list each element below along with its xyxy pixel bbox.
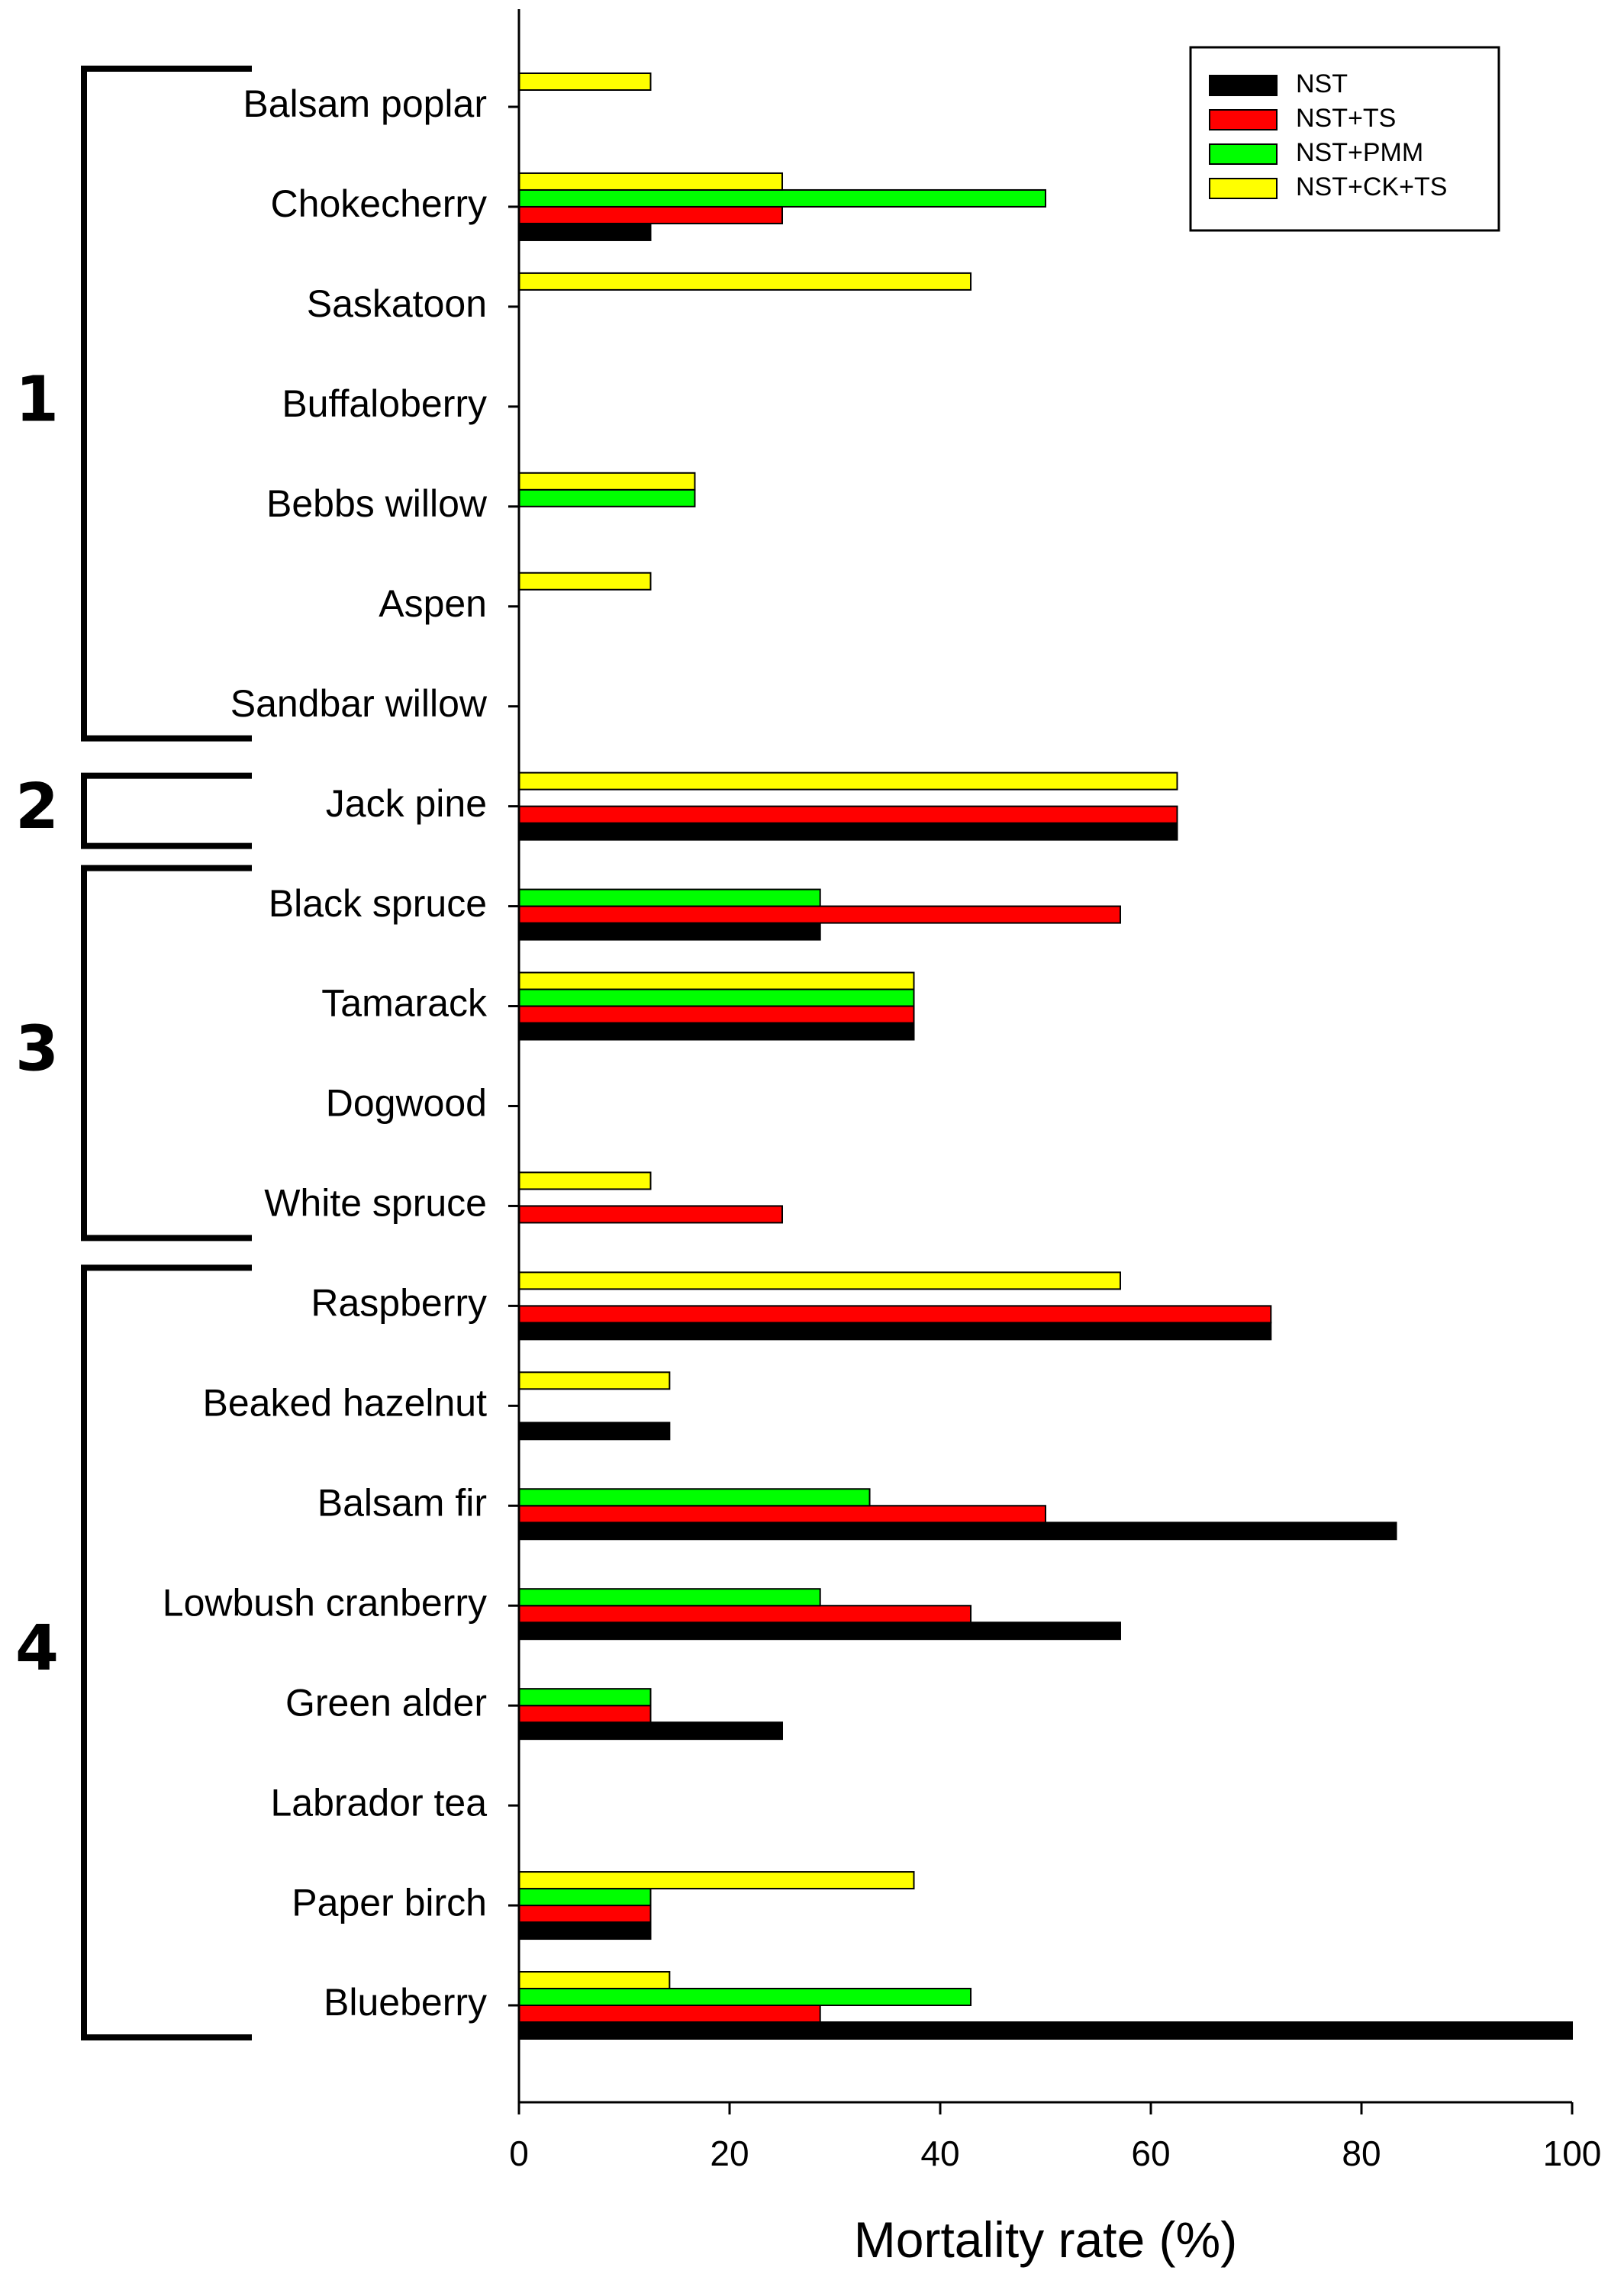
bar-nst-pmm-black-spruce	[518, 888, 821, 907]
x-axis-ticks: 0 20 40 60 80 100	[509, 2102, 1601, 2173]
bar-nst-ck-ts-beaked-hazelnut	[518, 1371, 671, 1390]
bar-nst-pmm-tamarack	[518, 988, 915, 1007]
category-labels: Balsam poplar Chokecherry Saskatoon Buffalo…	[163, 82, 519, 2024]
category-label-chokecherry: Chokecherry	[271, 182, 487, 225]
legend-label-nst-pmm: NST+PMM	[1296, 138, 1423, 167]
bar-nst-ts-black-spruce	[518, 905, 1121, 924]
bar-nst-ck-ts-raspberry	[518, 1271, 1121, 1290]
category-label-black-spruce: Black spruce	[269, 882, 487, 925]
bar-nst-pmm-blueberry	[518, 1988, 972, 2006]
bar-nst-ts-white-spruce	[518, 1205, 783, 1224]
category-label-sandbar-willow: Sandbar willow	[230, 682, 488, 725]
category-label-white-spruce: White spruce	[264, 1182, 487, 1225]
x-tick-label-0: 0	[509, 2134, 529, 2173]
bar-nst-ts-chokecherry	[518, 205, 783, 224]
bar-nst-ck-ts-white-spruce	[518, 1171, 652, 1190]
legend: NST NST+TS NST+PMM NST+CK+TS	[1189, 46, 1500, 232]
x-tick-label-100: 100	[1543, 2134, 1602, 2173]
legend-swatch-nst-pmm	[1209, 143, 1278, 165]
axes	[517, 9, 1572, 2104]
bar-nst-ck-ts-aspen	[518, 572, 652, 591]
legend-swatch-nst-ck-ts	[1209, 178, 1278, 199]
bar-nst-ck-ts-blueberry	[518, 1971, 671, 1989]
legend-label-nst-ck-ts: NST+CK+TS	[1296, 172, 1447, 201]
bar-nst-ts-balsam-fir	[518, 1505, 1046, 1524]
bar-nst-balsam-fir	[518, 1522, 1397, 1541]
legend-label-nst: NST	[1296, 69, 1348, 98]
bar-nst-tamarack	[518, 1022, 915, 1041]
group-bracket-4	[81, 1264, 252, 2040]
category-label-labrador-tea: Labrador tea	[270, 1781, 487, 1824]
bar-nst-ts-raspberry	[518, 1305, 1272, 1324]
bar-nst-ck-ts-paper-birch	[518, 1871, 915, 1890]
group-bracket-3	[81, 865, 252, 1242]
x-tick-label-20: 20	[710, 2134, 749, 2173]
x-axis-title: Mortality rate (%)	[854, 2211, 1237, 2268]
category-label-blueberry: Blueberry	[324, 1981, 487, 2024]
bar-nst-ts-lowbush-cranberry	[518, 1605, 972, 1624]
bar-nst-ck-ts-balsam-poplar	[518, 72, 652, 91]
category-label-beaked-hazelnut: Beaked hazelnut	[202, 1382, 487, 1425]
legend-label-nst-ts: NST+TS	[1296, 104, 1396, 133]
x-tick-label-40: 40	[920, 2134, 959, 2173]
bar-nst-blueberry	[518, 2021, 1573, 2040]
category-label-balsam-poplar: Balsam poplar	[243, 82, 487, 125]
bar-nst-ck-ts-chokecherry	[518, 172, 783, 191]
bar-nst-pmm-chokecherry	[518, 188, 1046, 208]
category-label-paper-birch: Paper birch	[292, 1881, 487, 1924]
category-label-jack-pine: Jack pine	[326, 782, 487, 825]
bar-nst-pmm-bebbs-willow	[518, 488, 696, 507]
x-tick-label-60: 60	[1131, 2134, 1170, 2173]
bar-nst-green-alder	[518, 1721, 783, 1741]
bar-nst-jack-pine	[518, 822, 1178, 841]
group-number-1: 1	[15, 363, 59, 436]
x-tick-label-80: 80	[1342, 2134, 1381, 2173]
category-label-aspen: Aspen	[379, 582, 487, 625]
category-label-tamarack: Tamarack	[321, 982, 488, 1025]
category-label-buffaloberry: Buffaloberry	[282, 382, 487, 425]
bars	[518, 72, 1573, 2040]
category-label-saskatoon: Saskatoon	[307, 282, 487, 325]
bar-nst-pmm-balsam-fir	[518, 1488, 871, 1507]
group-brackets: 1 2 3 4	[15, 66, 252, 2040]
bar-nst-ck-ts-tamarack	[518, 971, 915, 990]
category-label-lowbush-cranberry: Lowbush cranberry	[163, 1581, 487, 1624]
bar-nst-pmm-green-alder	[518, 1688, 652, 1707]
bar-nst-ts-blueberry	[518, 2005, 821, 2023]
group-bracket-1	[81, 66, 252, 742]
bar-nst-ts-jack-pine	[518, 805, 1178, 824]
bar-nst-ck-ts-bebbs-willow	[518, 472, 696, 491]
group-number-4: 4	[15, 1612, 59, 1685]
bar-nst-ck-ts-saskatoon	[518, 272, 972, 291]
legend-swatch-nst-ts	[1209, 109, 1278, 130]
category-label-bebbs-willow: Bebbs willow	[266, 482, 488, 525]
bar-nst-ck-ts-jack-pine	[518, 771, 1178, 791]
bar-nst-paper-birch	[518, 1921, 652, 1940]
category-label-green-alder: Green alder	[285, 1681, 487, 1724]
group-number-3: 3	[15, 1013, 59, 1085]
category-label-dogwood: Dogwood	[326, 1082, 487, 1125]
bar-nst-ts-paper-birch	[518, 1905, 652, 1924]
bar-nst-ts-green-alder	[518, 1705, 652, 1724]
bar-nst-beaked-hazelnut	[518, 1422, 671, 1441]
bar-nst-pmm-lowbush-cranberry	[518, 1588, 821, 1607]
bar-nst-raspberry	[518, 1322, 1272, 1341]
legend-swatch-nst	[1209, 75, 1278, 96]
group-number-2: 2	[15, 771, 59, 843]
bar-nst-lowbush-cranberry	[518, 1622, 1121, 1641]
category-label-raspberry: Raspberry	[311, 1282, 487, 1325]
category-label-balsam-fir: Balsam fir	[317, 1481, 487, 1524]
bar-nst-ts-tamarack	[518, 1005, 915, 1024]
bar-nst-pmm-paper-birch	[518, 1888, 652, 1907]
group-bracket-2	[81, 772, 252, 849]
bar-nst-chokecherry	[518, 222, 652, 241]
bar-nst-black-spruce	[518, 922, 821, 941]
